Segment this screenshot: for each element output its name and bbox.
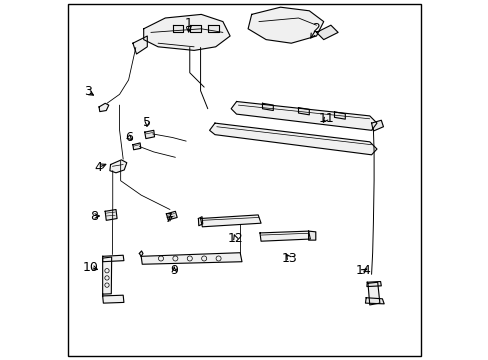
Polygon shape bbox=[366, 282, 381, 287]
Text: 14: 14 bbox=[355, 264, 371, 277]
Text: 4: 4 bbox=[95, 161, 102, 174]
Polygon shape bbox=[298, 108, 309, 115]
Polygon shape bbox=[365, 298, 384, 304]
Polygon shape bbox=[172, 25, 183, 32]
Text: 2: 2 bbox=[312, 22, 320, 35]
Text: 1: 1 bbox=[184, 17, 192, 30]
Polygon shape bbox=[133, 36, 147, 54]
Text: 6: 6 bbox=[125, 131, 133, 144]
Polygon shape bbox=[141, 253, 242, 264]
Text: 12: 12 bbox=[227, 232, 243, 245]
Polygon shape bbox=[144, 130, 154, 139]
Polygon shape bbox=[367, 282, 379, 305]
Polygon shape bbox=[231, 102, 376, 130]
Polygon shape bbox=[105, 210, 117, 220]
Polygon shape bbox=[143, 14, 230, 50]
Text: 3: 3 bbox=[84, 85, 92, 98]
Text: 8: 8 bbox=[90, 210, 98, 222]
Polygon shape bbox=[316, 25, 337, 40]
Polygon shape bbox=[247, 7, 323, 43]
Text: 5: 5 bbox=[143, 116, 151, 129]
Polygon shape bbox=[102, 255, 123, 262]
Polygon shape bbox=[198, 217, 203, 226]
Polygon shape bbox=[262, 103, 273, 111]
Polygon shape bbox=[102, 295, 123, 303]
Text: 13: 13 bbox=[281, 252, 297, 265]
Polygon shape bbox=[139, 251, 142, 256]
Polygon shape bbox=[371, 120, 383, 131]
Polygon shape bbox=[102, 257, 111, 294]
Text: 9: 9 bbox=[170, 264, 178, 277]
Text: 10: 10 bbox=[82, 261, 98, 274]
Text: 11: 11 bbox=[318, 112, 334, 125]
Polygon shape bbox=[166, 211, 177, 220]
Polygon shape bbox=[200, 215, 261, 227]
Text: 7: 7 bbox=[164, 212, 173, 225]
Polygon shape bbox=[209, 123, 376, 155]
Polygon shape bbox=[260, 231, 310, 241]
Polygon shape bbox=[208, 25, 219, 32]
Polygon shape bbox=[99, 103, 108, 112]
Polygon shape bbox=[110, 160, 126, 173]
Polygon shape bbox=[190, 25, 201, 32]
Polygon shape bbox=[308, 231, 315, 240]
Polygon shape bbox=[334, 112, 345, 119]
Polygon shape bbox=[133, 143, 141, 150]
